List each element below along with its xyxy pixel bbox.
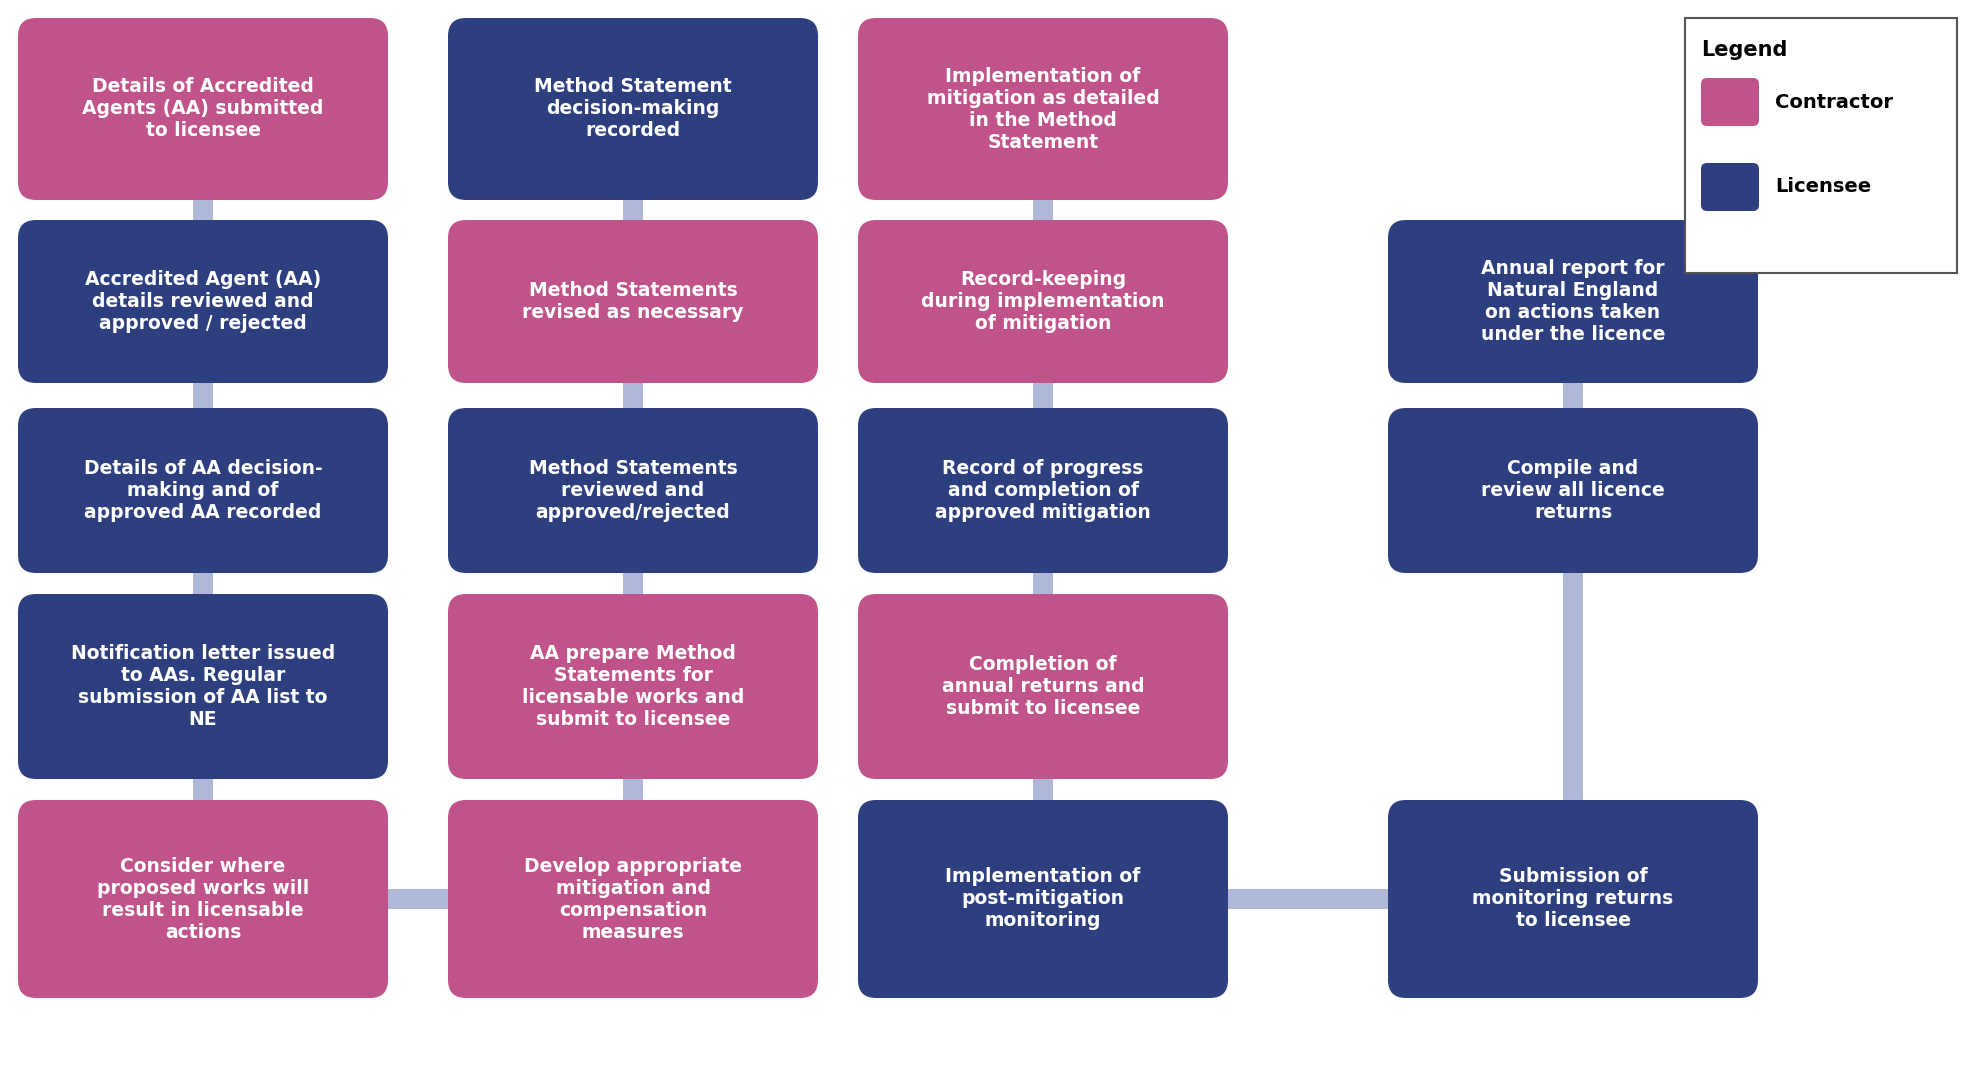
FancyBboxPatch shape [858, 408, 1229, 573]
Text: Contractor: Contractor [1775, 93, 1893, 111]
FancyBboxPatch shape [18, 408, 388, 573]
FancyBboxPatch shape [448, 594, 818, 779]
Bar [1229, 889, 1388, 909]
FancyBboxPatch shape [448, 17, 818, 200]
Bar [1033, 383, 1053, 408]
FancyBboxPatch shape [858, 220, 1229, 383]
Text: Accredited Agent (AA)
details reviewed and
approved / rejected: Accredited Agent (AA) details reviewed a… [85, 269, 321, 333]
FancyBboxPatch shape [18, 800, 388, 998]
Bar [193, 779, 213, 800]
Text: Method Statements
revised as necessary: Method Statements revised as necessary [523, 281, 743, 322]
Bar [193, 573, 213, 594]
Text: Method Statements
reviewed and
approved/rejected: Method Statements reviewed and approved/… [528, 459, 738, 521]
Bar [1033, 200, 1053, 220]
FancyBboxPatch shape [448, 220, 818, 383]
Text: Legend: Legend [1702, 40, 1787, 60]
Text: Method Statement
decision-making
recorded: Method Statement decision-making recorde… [534, 77, 732, 141]
FancyBboxPatch shape [1702, 163, 1759, 211]
FancyBboxPatch shape [858, 800, 1229, 998]
FancyBboxPatch shape [1388, 408, 1757, 573]
Bar [623, 383, 643, 408]
Text: Implementation of
mitigation as detailed
in the Method
Statement: Implementation of mitigation as detailed… [927, 67, 1160, 152]
FancyBboxPatch shape [858, 17, 1229, 200]
Bar [1564, 383, 1584, 408]
Bar [623, 200, 643, 220]
Text: Implementation of
post-mitigation
monitoring: Implementation of post-mitigation monito… [945, 867, 1140, 931]
Text: Details of Accredited
Agents (AA) submitted
to licensee: Details of Accredited Agents (AA) submit… [83, 77, 323, 141]
FancyBboxPatch shape [858, 594, 1229, 779]
Text: Record-keeping
during implementation
of mitigation: Record-keeping during implementation of … [921, 269, 1165, 333]
FancyBboxPatch shape [18, 594, 388, 779]
Bar [623, 573, 643, 594]
Bar [193, 200, 213, 220]
Text: Licensee: Licensee [1775, 178, 1871, 196]
FancyBboxPatch shape [448, 408, 818, 573]
FancyBboxPatch shape [448, 800, 818, 998]
FancyBboxPatch shape [1702, 77, 1759, 125]
Text: AA prepare Method
Statements for
licensable works and
submit to licensee: AA prepare Method Statements for licensa… [523, 644, 743, 729]
FancyBboxPatch shape [1388, 220, 1757, 383]
Text: Completion of
annual returns and
submit to licensee: Completion of annual returns and submit … [943, 655, 1144, 718]
FancyBboxPatch shape [18, 17, 388, 200]
Text: Notification letter issued
to AAs. Regular
submission of AA list to
NE: Notification letter issued to AAs. Regul… [71, 644, 335, 729]
Bar [1684, 17, 1956, 273]
Text: Record of progress
and completion of
approved mitigation: Record of progress and completion of app… [935, 459, 1152, 521]
Text: Consider where
proposed works will
result in licensable
actions: Consider where proposed works will resul… [97, 856, 310, 942]
Bar [1564, 573, 1584, 800]
Bar [1033, 779, 1053, 800]
Bar [388, 889, 448, 909]
Bar [193, 383, 213, 408]
FancyBboxPatch shape [1388, 800, 1757, 998]
FancyBboxPatch shape [18, 220, 388, 383]
Text: Details of AA decision-
making and of
approved AA recorded: Details of AA decision- making and of ap… [83, 459, 321, 521]
Text: Develop appropriate
mitigation and
compensation
measures: Develop appropriate mitigation and compe… [525, 856, 741, 942]
Text: Annual report for
Natural England
on actions taken
under the licence: Annual report for Natural England on act… [1481, 259, 1664, 344]
Text: Compile and
review all licence
returns: Compile and review all licence returns [1481, 459, 1664, 521]
Text: Submission of
monitoring returns
to licensee: Submission of monitoring returns to lice… [1473, 867, 1674, 931]
Bar [1033, 573, 1053, 594]
Bar [623, 779, 643, 800]
